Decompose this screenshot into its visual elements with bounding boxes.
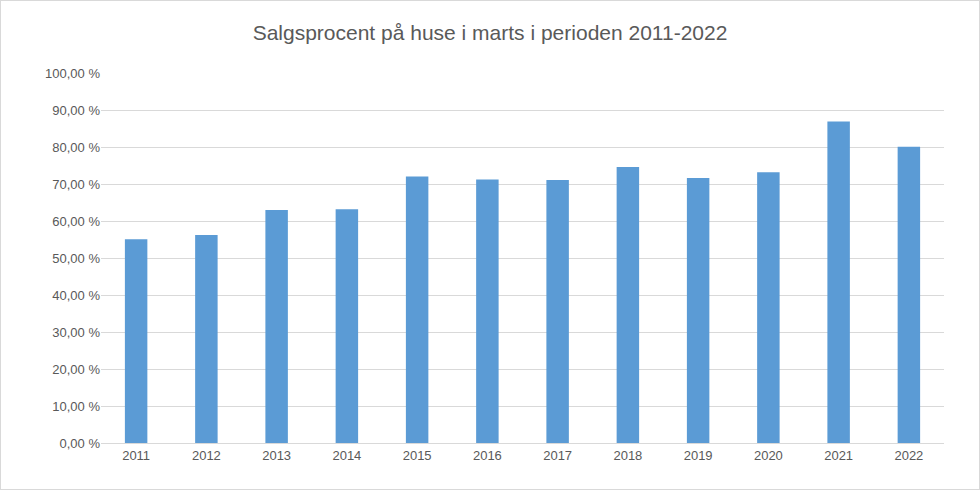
svg-text:2021: 2021 — [824, 448, 853, 463]
svg-text:2018: 2018 — [613, 448, 642, 463]
svg-text:80,00 %: 80,00 % — [52, 140, 100, 155]
svg-text:10,00 %: 10,00 % — [52, 399, 100, 414]
svg-text:2019: 2019 — [684, 448, 713, 463]
svg-text:2011: 2011 — [122, 448, 150, 463]
svg-text:2015: 2015 — [403, 448, 432, 463]
svg-text:0,00 %: 0,00 % — [60, 436, 101, 451]
svg-text:70,00 %: 70,00 % — [52, 177, 100, 192]
svg-text:90,00 %: 90,00 % — [52, 103, 100, 118]
svg-text:50,00 %: 50,00 % — [52, 251, 100, 266]
svg-text:2020: 2020 — [754, 448, 783, 463]
svg-text:2022: 2022 — [894, 448, 923, 463]
svg-text:2012: 2012 — [192, 448, 221, 463]
svg-text:2016: 2016 — [473, 448, 502, 463]
svg-text:2017: 2017 — [543, 448, 572, 463]
svg-text:60,00 %: 60,00 % — [52, 214, 100, 229]
svg-text:30,00 %: 30,00 % — [52, 325, 100, 340]
svg-text:Salgsprocent på huse i marts i: Salgsprocent på huse i marts i perioden … — [253, 21, 728, 44]
svg-text:40,00 %: 40,00 % — [52, 288, 100, 303]
svg-text:100,00 %: 100,00 % — [45, 66, 100, 81]
svg-text:20,00 %: 20,00 % — [52, 362, 100, 377]
svg-text:2013: 2013 — [262, 448, 291, 463]
svg-text:2014: 2014 — [332, 448, 361, 463]
